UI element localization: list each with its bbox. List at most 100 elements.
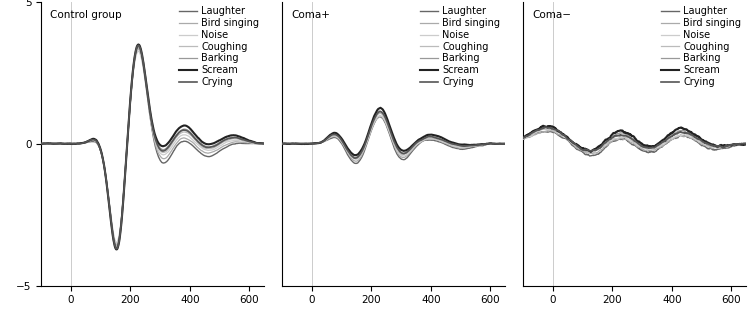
Scream: [742, 142, 750, 146]
Legend: Laughter, Bird singing, Noise, Coughing, Barking, Scream, Crying: Laughter, Bird singing, Noise, Coughing,…: [420, 6, 500, 87]
Scream: [260, 142, 268, 145]
Crying: [542, 125, 550, 129]
Laughter: [278, 142, 286, 145]
Laughter: [260, 142, 268, 146]
Laughter: [414, 143, 423, 147]
Scream: [179, 124, 188, 127]
Barking: [112, 245, 122, 249]
Coughing: [166, 143, 176, 146]
Coughing: [414, 141, 423, 144]
Noise: [50, 142, 59, 145]
Bird singing: [655, 146, 664, 150]
Laughter: [532, 132, 542, 135]
Line: Bird singing: Bird singing: [524, 131, 746, 153]
Scream: [655, 141, 664, 145]
Noise: [376, 114, 385, 118]
Barking: [134, 46, 143, 49]
Noise: [742, 142, 750, 146]
Coughing: [260, 142, 268, 145]
Barking: [414, 140, 423, 143]
Crying: [586, 149, 595, 153]
Bird singing: [172, 141, 182, 144]
Noise: [352, 157, 361, 161]
Bird singing: [662, 142, 670, 145]
Coughing: [688, 135, 698, 139]
Barking: [230, 136, 238, 140]
Coughing: [532, 129, 542, 133]
Laughter: [112, 246, 121, 250]
Scream: [586, 150, 596, 154]
Line: Crying: Crying: [41, 45, 264, 249]
Coughing: [37, 142, 46, 146]
Noise: [230, 139, 238, 143]
Noise: [134, 49, 142, 53]
Laughter: [649, 150, 658, 153]
Crying: [230, 135, 238, 139]
Line: Barking: Barking: [524, 127, 746, 152]
Scream: [649, 144, 658, 148]
Coughing: [134, 47, 142, 51]
Laughter: [374, 115, 383, 119]
Laughter: [352, 161, 361, 165]
Coughing: [655, 143, 664, 147]
Noise: [414, 142, 423, 145]
Barking: [649, 145, 658, 149]
Noise: [206, 148, 215, 152]
Bird singing: [292, 142, 301, 145]
Laughter: [662, 142, 670, 146]
Bird singing: [421, 138, 430, 142]
Line: Coughing: Coughing: [524, 128, 746, 153]
Noise: [179, 133, 188, 137]
Crying: [414, 140, 423, 143]
Scream: [172, 128, 182, 132]
Barking: [501, 142, 510, 146]
Crying: [448, 142, 457, 146]
Coughing: [662, 140, 670, 143]
Barking: [172, 132, 182, 136]
Laughter: [292, 142, 301, 146]
Bird singing: [206, 151, 215, 154]
Coughing: [711, 146, 720, 150]
Barking: [292, 142, 301, 146]
Noise: [587, 150, 596, 154]
Coughing: [292, 141, 301, 145]
Noise: [421, 137, 430, 141]
Bird singing: [742, 142, 750, 146]
Scream: [532, 128, 542, 132]
Bird singing: [50, 142, 59, 145]
Scream: [688, 132, 698, 136]
Noise: [711, 145, 720, 149]
Noise: [655, 144, 664, 148]
Coughing: [501, 142, 510, 146]
Bird singing: [532, 132, 542, 136]
Barking: [50, 142, 59, 145]
Laughter: [711, 148, 720, 152]
Coughing: [352, 157, 361, 160]
Barking: [470, 143, 479, 147]
Laughter: [179, 139, 188, 143]
Barking: [586, 150, 595, 154]
Crying: [179, 128, 188, 132]
Noise: [519, 137, 528, 141]
Bird singing: [546, 129, 555, 133]
Bird singing: [112, 243, 121, 247]
Scream: [448, 141, 457, 144]
Barking: [376, 109, 385, 113]
Bird singing: [649, 148, 658, 152]
Line: Coughing: Coughing: [282, 114, 506, 159]
Barking: [655, 143, 664, 146]
Bird singing: [448, 144, 457, 148]
Bird singing: [519, 137, 528, 141]
Laughter: [50, 142, 59, 146]
Laughter: [470, 145, 479, 149]
Line: Scream: Scream: [41, 45, 264, 249]
Coughing: [408, 146, 417, 150]
Noise: [501, 142, 510, 145]
Scream: [112, 247, 122, 251]
Crying: [292, 142, 301, 145]
Scream: [711, 144, 720, 148]
Crying: [206, 145, 215, 149]
Crying: [37, 142, 46, 146]
Scream: [408, 143, 417, 147]
Coughing: [584, 151, 592, 155]
